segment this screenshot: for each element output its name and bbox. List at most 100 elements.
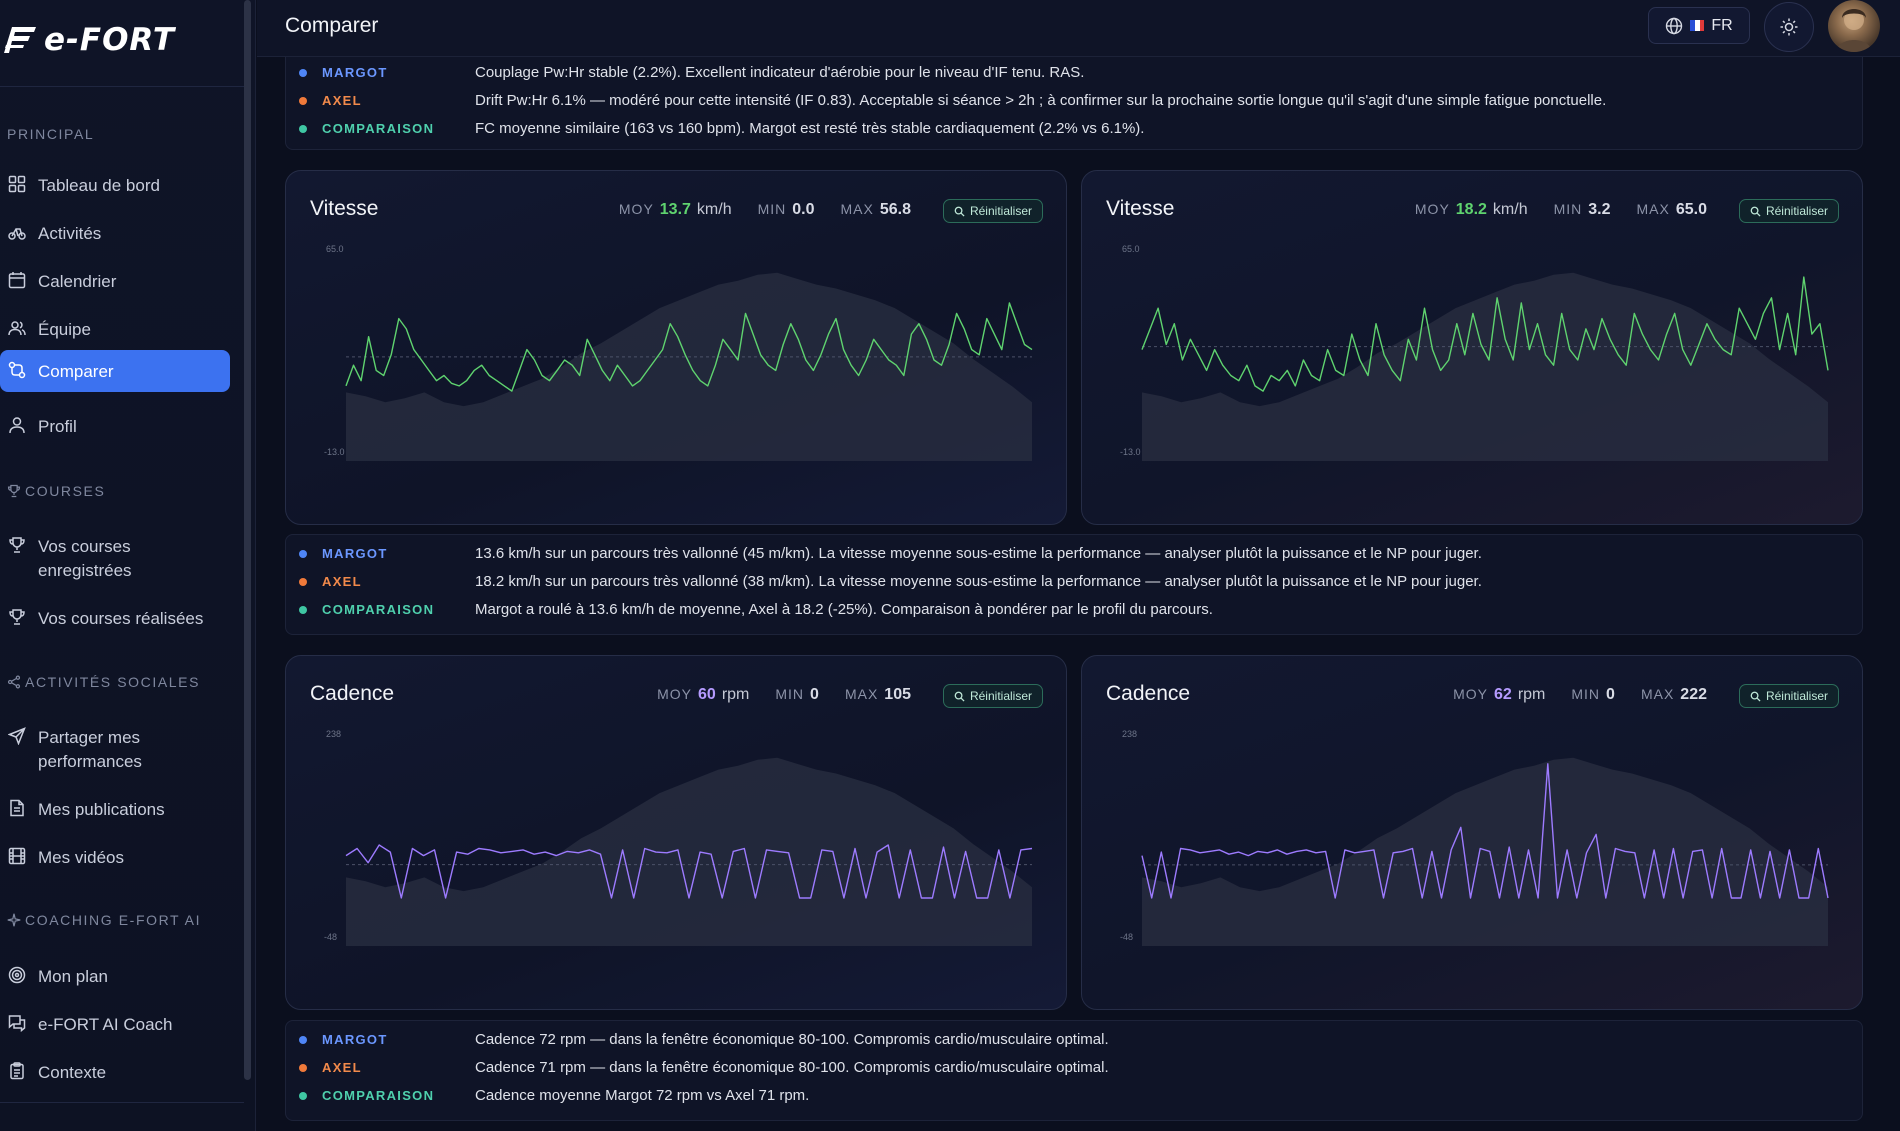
insight-row-comparaison: COMPARAISON Cadence moyenne Margot 72 rpm…: [299, 1087, 809, 1104]
chat-icon: [8, 1015, 26, 1032]
chart-card-speed-margot: Vitesse MOY 13.7 km/h MIN 0.0 MAX 56.8 R…: [285, 170, 1067, 525]
moy-value: 62: [1494, 686, 1512, 703]
insight-row-comparaison: COMPARAISON FC moyenne similaire (163 vs …: [299, 120, 1144, 137]
y-tick-bottom: -48: [1120, 932, 1133, 942]
moy-value: 13.7: [659, 201, 691, 218]
chart-card-speed-axel: Vitesse MOY 18.2 km/h MIN 3.2 MAX 65.0 R…: [1081, 170, 1863, 525]
sidebar-scrollbar[interactable]: [244, 0, 251, 1080]
grid-icon: [8, 175, 26, 193]
sidebar-item-plan[interactable]: Mon plan: [0, 955, 230, 999]
chart-plot[interactable]: 238 -48: [1082, 656, 1863, 1010]
section-title-social: ACTIVITÉS SOCIALES: [7, 674, 200, 690]
clipboard-icon: [10, 1062, 24, 1080]
elevation-area: [346, 757, 1032, 946]
unit-label: rpm: [721, 686, 750, 703]
section-title-principal: PRINCIPAL: [7, 126, 95, 142]
insight-row-margot: MARGOT Couplage Pw:Hr stable (2.2%). Exce…: [299, 64, 1084, 81]
min-label: MIN: [757, 201, 787, 217]
max-value: 105: [884, 686, 911, 703]
chart-plot[interactable]: 238 -48: [286, 656, 1067, 1010]
y-tick-top: 238: [1122, 729, 1137, 739]
chart-plot[interactable]: 65.0 -13.0: [286, 171, 1067, 525]
avatar[interactable]: [1828, 0, 1880, 52]
document-icon: [10, 799, 24, 817]
max-label: MAX: [840, 201, 874, 217]
insight-row-axel: AXEL Cadence 71 rpm — dans la fenêtre éco…: [299, 1059, 1109, 1076]
sidebar-item-context[interactable]: Contexte: [0, 1051, 230, 1095]
y-tick-top: 65.0: [326, 244, 344, 254]
min-value: 3.2: [1588, 201, 1611, 218]
user-icon: [9, 417, 25, 434]
min-label: MIN: [1553, 201, 1583, 217]
avatar-image: [1836, 9, 1872, 52]
reset-label: Réinitialiser: [1765, 689, 1828, 703]
axel-dot: [299, 1063, 307, 1072]
sidebar-item-activities[interactable]: Activités: [0, 212, 230, 256]
chart-card-cadence-margot: Cadence MOY 60 rpm MIN 0 MAX 105 Réiniti…: [285, 655, 1067, 1010]
section-title-courses: COURSES: [7, 483, 105, 499]
insight-row-comparaison: COMPARAISON Margot a roulé à 13.6 km/h de…: [299, 601, 1213, 618]
comparaison-dot: [299, 124, 307, 133]
trophy-icon: [9, 537, 25, 553]
calendar-icon: [8, 272, 26, 289]
sidebar-item-label: Contexte: [38, 1063, 107, 1082]
max-label: MAX: [1640, 686, 1675, 702]
flag-fr-icon: [1690, 20, 1705, 31]
zoom-icon: [954, 206, 965, 217]
y-tick-bottom: -13.0: [1120, 447, 1141, 457]
chart-stats: MOY 60 rpm MIN 0 MAX 105: [657, 686, 911, 704]
series-line: [1141, 763, 1829, 899]
sidebar-item-share[interactable]: Partager mes performances: [0, 716, 230, 784]
reset-zoom-button[interactable]: Réinitialiser: [942, 199, 1043, 223]
sidebar-item-dashboard[interactable]: Tableau de bord: [0, 164, 230, 208]
series-line: [345, 844, 1033, 899]
logo[interactable]: e-FORT: [4, 18, 175, 62]
logo-text: e-FORT: [44, 22, 176, 58]
chart-plot[interactable]: 65.0 -13.0: [1082, 171, 1863, 525]
chart-stats: MOY 13.7 km/h MIN 0.0 MAX 56.8: [619, 201, 911, 219]
min-value: 0: [1606, 686, 1615, 703]
reset-zoom-button[interactable]: Réinitialiser: [942, 684, 1043, 708]
insight-row-axel: AXEL 18.2 km/h sur un parcours très vallo…: [299, 573, 1482, 590]
y-tick-bottom: -13.0: [324, 447, 345, 457]
min-value: 0.0: [792, 201, 815, 218]
sidebar-item-ai-coach[interactable]: e-FORT AI Coach: [0, 1003, 230, 1047]
insight-box-speed: MARGOT 13.6 km/h sur un parcours très val…: [285, 534, 1863, 635]
moy-value: 60: [698, 686, 716, 703]
max-value: 65.0: [1675, 201, 1707, 218]
film-icon: [8, 847, 26, 865]
send-icon: [8, 727, 26, 745]
elevation-area: [346, 272, 1032, 461]
sidebar-item-publications[interactable]: Mes publications: [0, 788, 230, 832]
reset-zoom-button[interactable]: Réinitialiser: [1738, 199, 1839, 223]
insight-box-cardio: MARGOT Couplage Pw:Hr stable (2.2%). Exce…: [285, 57, 1863, 150]
theme-toggle-button[interactable]: [1764, 2, 1814, 52]
sidebar-item-done-courses[interactable]: Vos courses réalisées: [0, 597, 230, 641]
sidebar-item-team[interactable]: Équipe: [0, 308, 230, 352]
sidebar-item-profile[interactable]: Profil: [0, 405, 230, 449]
language-button[interactable]: FR: [1648, 7, 1750, 44]
insight-row-margot: MARGOT Cadence 72 rpm — dans la fenêtre é…: [299, 1031, 1109, 1048]
sidebar-item-label: Profil: [38, 417, 77, 436]
max-label: MAX: [844, 686, 879, 702]
reset-label: Réinitialiser: [969, 689, 1032, 703]
chart-title: Cadence: [310, 682, 395, 705]
chart-stats: MOY 18.2 km/h MIN 3.2 MAX 65.0: [1415, 201, 1707, 219]
sidebar-item-calendar[interactable]: Calendrier: [0, 260, 230, 304]
section-title-coaching: COACHING E-FORT AI: [7, 912, 201, 928]
elevation-area: [1142, 757, 1828, 946]
divider: [0, 1102, 244, 1103]
series-line: [1141, 276, 1829, 392]
sidebar-item-saved-courses[interactable]: Vos courses enregistrées: [0, 525, 230, 593]
reset-zoom-button[interactable]: Réinitialiser: [1738, 684, 1839, 708]
sidebar-item-videos[interactable]: Mes vidéos: [0, 836, 230, 880]
sidebar-item-label: Mes publications: [38, 800, 165, 819]
comparaison-dot: [299, 605, 307, 614]
sidebar-item-label: Activités: [38, 224, 102, 243]
moy-label: MOY: [1453, 686, 1489, 702]
moy-label: MOY: [1414, 201, 1450, 217]
reset-label: Réinitialiser: [969, 204, 1032, 218]
chart-card-cadence-axel: Cadence MOY 62 rpm MIN 0 MAX 222 Réiniti…: [1081, 655, 1863, 1010]
sidebar-item-compare[interactable]: Comparer: [0, 350, 230, 392]
insight-row-axel: AXEL Drift Pw:Hr 6.1% — modéré pour cette…: [299, 92, 1606, 109]
